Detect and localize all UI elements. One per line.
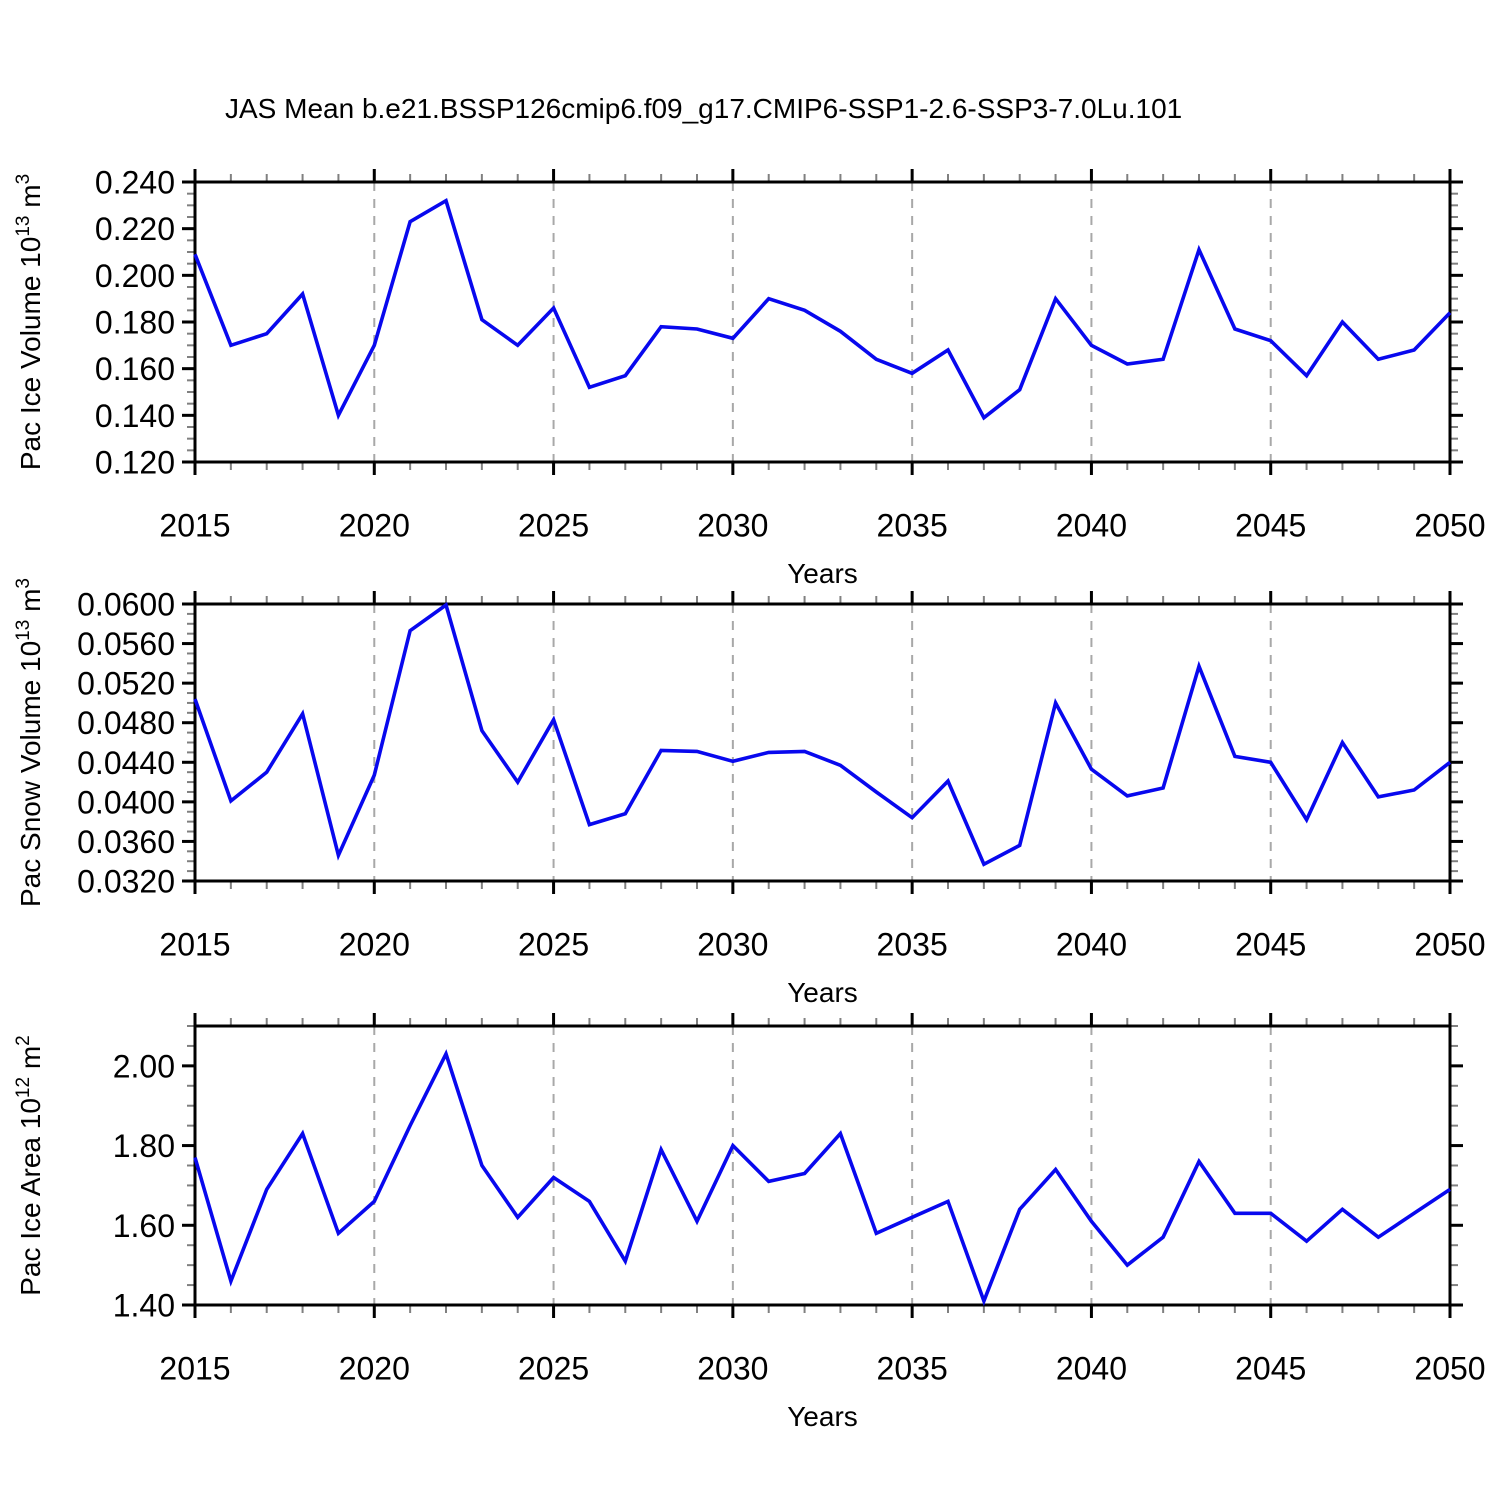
y-tick-label: 1.40 (113, 1288, 175, 1324)
x-tick-label: 2050 (1414, 508, 1485, 544)
y-tick-label: 0.0600 (77, 587, 175, 623)
data-line-pac-ice-area (193, 1049, 1451, 1307)
y-tick-label: 0.200 (95, 258, 175, 294)
y-tick-label: 0.240 (95, 165, 175, 201)
x-tick-label: 2020 (339, 508, 410, 544)
y-tick-label: 0.180 (95, 305, 175, 341)
data-line-pac-snow-volume (193, 602, 1452, 867)
x-axis-title: Years (787, 558, 858, 589)
panel-box (193, 180, 1452, 464)
y-axis-title: Pac Ice Area 1012 m2 (13, 1035, 46, 1296)
x-tick-label: 2035 (877, 927, 948, 963)
data-line-pac-ice-volume (193, 197, 1452, 421)
panel-pac-ice-volume: 0.120 0.140 0.160 0.180 0.200 0.220 0.240 2015 2… (13, 165, 1486, 590)
y-tick-label: 1.80 (113, 1128, 175, 1164)
y-tick-label: 0.0480 (77, 705, 175, 741)
x-tick-label: 2030 (697, 1351, 768, 1387)
y-axis-title: Pac Snow Volume 1013 m3 (13, 578, 46, 907)
y-tick-label: 0.140 (95, 398, 175, 434)
y-tick-label: 0.0320 (77, 864, 175, 900)
y-tick-label: 2.00 (113, 1048, 175, 1084)
y-tick-label: 0.0560 (77, 626, 175, 662)
panel-box (193, 1024, 1452, 1307)
x-tick-label: 2045 (1235, 927, 1306, 963)
y-tick-label: 0.0400 (77, 784, 175, 820)
y-tick-label: 1.60 (113, 1208, 175, 1244)
x-tick-label: 2020 (339, 1351, 410, 1387)
x-tick-label: 2015 (159, 1351, 230, 1387)
y-tick-label: 0.120 (95, 445, 175, 481)
x-tick-label: 2035 (877, 508, 948, 544)
x-tick-label: 2045 (1235, 1351, 1306, 1387)
y-tick-label: 0.0520 (77, 666, 175, 702)
chart-title: JAS Mean b.e21.BSSP126cmip6.f09_g17.CMIP… (225, 93, 1182, 124)
panel-pac-ice-area: 1.40 1.60 1.80 2.00 2015 2020 2025 2030 2035 2040… (13, 1013, 1486, 1432)
panel-box (193, 602, 1452, 883)
y-tick-label: 0.160 (95, 351, 175, 387)
x-tick-label: 2030 (697, 508, 768, 544)
x-tick-label: 2020 (339, 927, 410, 963)
x-tick-label: 2030 (697, 927, 768, 963)
x-tick-label: 2035 (877, 1351, 948, 1387)
x-tick-label: 2045 (1235, 508, 1306, 544)
y-tick-label: 0.0440 (77, 745, 175, 781)
x-tick-label: 2025 (518, 508, 589, 544)
x-axis-title: Years (787, 1401, 858, 1432)
x-tick-label: 2040 (1056, 927, 1127, 963)
x-tick-label: 2050 (1414, 927, 1485, 963)
x-tick-label: 2040 (1056, 508, 1127, 544)
x-axis-title: Years (787, 977, 858, 1008)
y-tick-label: 0.220 (95, 211, 175, 247)
x-tick-label: 2025 (518, 927, 589, 963)
x-tick-label: 2015 (159, 508, 230, 544)
x-tick-label: 2025 (518, 1351, 589, 1387)
x-tick-label: 2050 (1414, 1351, 1485, 1387)
x-tick-label: 2040 (1056, 1351, 1127, 1387)
y-axis-title: Pac Ice Volume 1013 m3 (13, 174, 46, 470)
x-tick-label: 2015 (159, 927, 230, 963)
y-tick-label: 0.0360 (77, 824, 175, 860)
